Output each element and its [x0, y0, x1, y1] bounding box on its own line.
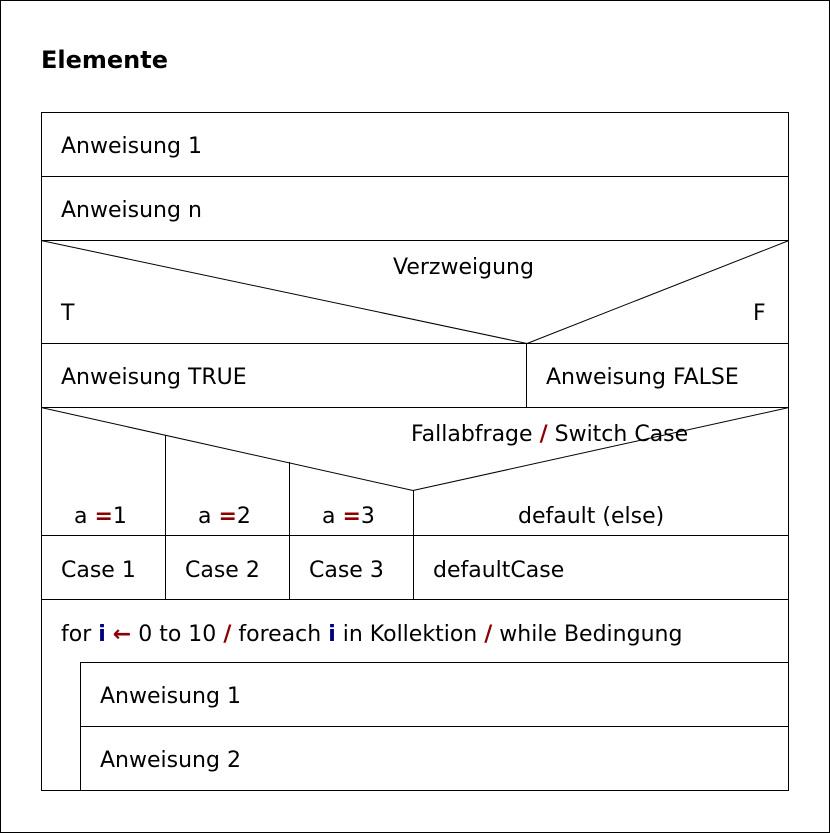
- loop-range: 0 to 10: [138, 622, 217, 647]
- branch-diagonal-left: [40, 240, 528, 344]
- branch-true-statement: Anweisung TRUE: [61, 365, 247, 390]
- case-condition-1: a =1: [74, 506, 127, 528]
- case-condition-var: a: [198, 504, 212, 529]
- loop-header: for i ← 0 to 10 / foreach i in Kollektio…: [61, 624, 682, 646]
- case-condition-2: a =2: [198, 506, 251, 528]
- case-condition-value: 2: [236, 504, 251, 529]
- switch-diagonal-left: [40, 407, 414, 491]
- case-1: Case 1: [61, 558, 136, 583]
- case-condition-operator: =: [94, 504, 113, 529]
- case-default: defaultCase: [433, 558, 565, 583]
- loop-for-keyword: for: [61, 622, 92, 647]
- case-condition-operator: =: [218, 504, 237, 529]
- loop-assign-arrow: ←: [112, 622, 132, 647]
- loop-separator-1: /: [223, 622, 232, 647]
- loop-foreach-keyword: foreach: [238, 622, 322, 647]
- statement-n: Anweisung n: [61, 198, 202, 223]
- branch-false-statement: Anweisung FALSE: [546, 365, 739, 390]
- loop-variable: i: [328, 622, 336, 647]
- structogram-outline: [41, 112, 789, 791]
- case-condition-operator: =: [342, 504, 361, 529]
- switch-label: Fallabfrage / Switch Case: [411, 424, 688, 446]
- branch-false-marker: F: [753, 301, 766, 326]
- case-default-condition: default (else): [518, 504, 665, 529]
- switch-label-separator: /: [539, 422, 548, 447]
- case-condition-value: 3: [360, 504, 375, 529]
- branch-true-marker: T: [61, 301, 75, 326]
- loop-body-statement-2: Anweisung 2: [100, 748, 241, 773]
- switch-label-de: Fallabfrage: [411, 422, 533, 447]
- case-3: Case 3: [309, 558, 384, 583]
- branch-label: Verzweigung: [393, 255, 534, 280]
- loop-while-condition: while Bedingung: [499, 622, 683, 647]
- case-condition-value: 1: [112, 504, 127, 529]
- branch-diagonal-right: [526, 240, 790, 344]
- loop-separator-2: /: [484, 622, 493, 647]
- switch-diagonal-right: [412, 407, 790, 491]
- case-condition-3: a =3: [322, 506, 375, 528]
- diagram-title: Elemente: [41, 46, 169, 74]
- case-condition-var: a: [322, 504, 336, 529]
- case-2: Case 2: [185, 558, 260, 583]
- loop-variable: i: [98, 622, 106, 647]
- switch-label-en: Switch Case: [554, 422, 689, 447]
- loop-in-collection: in Kollektion: [342, 622, 478, 647]
- case-condition-var: a: [74, 504, 88, 529]
- loop-body-statement-1: Anweisung 1: [100, 684, 241, 709]
- statement-1: Anweisung 1: [61, 134, 202, 159]
